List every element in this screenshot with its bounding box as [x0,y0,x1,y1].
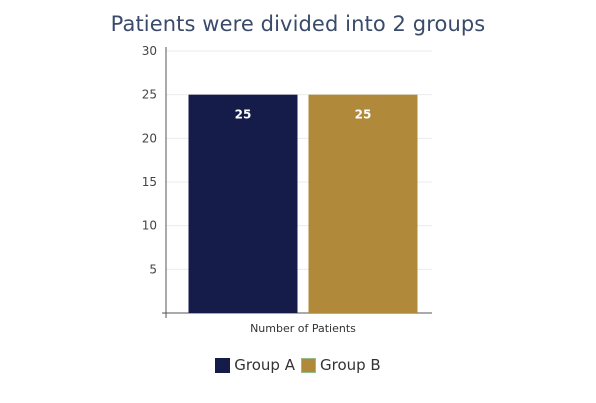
y-tick-label: 10 [142,219,157,233]
legend-swatch-group-b [300,357,316,373]
chart-title: Patients were divided into 2 groups [110,12,486,36]
data-label-group-a: 25 [235,108,252,122]
y-tick-label: 30 [142,44,157,58]
y-tick-label: 25 [142,88,157,102]
legend-label-group-b: Group B [319,356,381,374]
bar-group-b [308,94,418,314]
y-tick-label: 15 [142,175,157,189]
y-tick-label: 5 [149,262,157,276]
x-category-label: Number of Patients [250,322,356,335]
legend: Group A Group B [0,356,596,374]
legend-label-group-a: Group A [234,356,295,374]
y-tick-label: 20 [142,131,157,145]
data-label-group-b: 25 [355,108,372,122]
bar-group-a [188,94,298,314]
legend-item-group-a[interactable]: Group A [215,356,295,374]
legend-swatch-group-a [215,357,231,373]
legend-item-group-b[interactable]: Group B [300,356,381,374]
